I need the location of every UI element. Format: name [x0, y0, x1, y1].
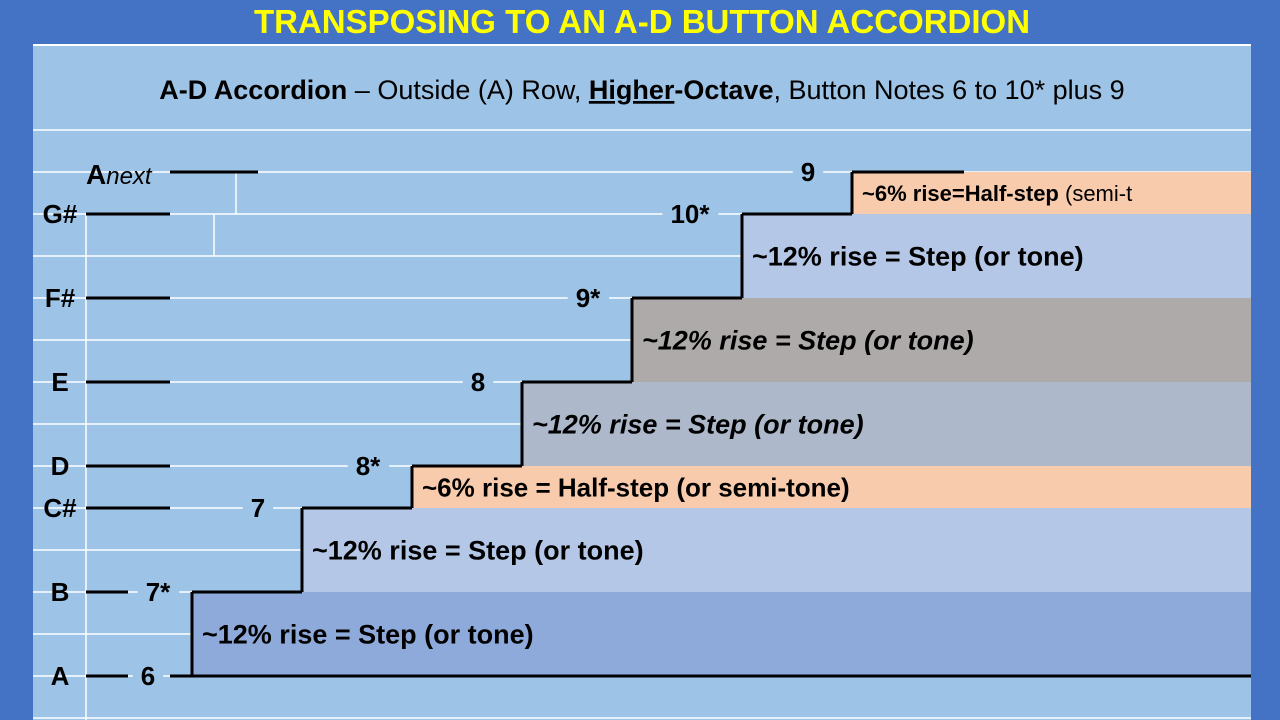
page-title: TRANSPOSING TO AN A-D BUTTON ACCORDION	[254, 3, 1030, 40]
note-label-letter: A	[86, 159, 106, 190]
button-number: 9*	[576, 283, 601, 313]
band-label-text: ~6% rise=Half-step	[862, 181, 1059, 206]
label-backdrop	[662, 203, 719, 227]
subtitle-part2: , Button Notes 6 to 10* plus 9	[773, 75, 1124, 105]
subtitle-underlined: Higher	[589, 75, 675, 105]
note-label: F#	[45, 283, 76, 313]
staircase	[86, 170, 1251, 678]
band-step	[522, 382, 1251, 466]
note-label: B	[51, 577, 70, 607]
note-label: E	[51, 367, 68, 397]
band-label: ~6% rise=Half-step (semi-t	[862, 181, 1132, 206]
band-label: ~12% rise = Step (or tone)	[752, 242, 1084, 272]
band-half-step	[852, 172, 1251, 214]
band-label-text: ~12% rise = Step (or tone)	[202, 620, 534, 650]
band-label-text: ~12% rise = Step (or tone)	[312, 536, 644, 566]
note-label: D	[51, 451, 70, 481]
note-label: A	[51, 661, 70, 691]
note-labels: A 6 B 7* C# 7 D 8* E 8 F# 9* G# 10* Anext 9	[43, 157, 824, 691]
label-backdrop	[792, 161, 824, 185]
band-step	[302, 508, 1251, 592]
band-label: ~12% rise = Step (or tone)	[642, 326, 974, 356]
subtitle-part1: – Outside (A) Row,	[347, 75, 589, 105]
label-backdrop	[462, 371, 494, 395]
band-label-suffix: (semi-t	[1059, 181, 1132, 206]
label-backdrop	[132, 665, 164, 689]
band-label: ~12% rise = Step (or tone)	[202, 620, 534, 650]
button-number: 8	[471, 367, 485, 397]
button-number: 10*	[670, 199, 710, 229]
subtitle-bold-mid: -Octave	[674, 75, 773, 105]
note-label-suffix: next	[106, 163, 153, 190]
subtitle: A-D Accordion – Outside (A) Row, Higher-…	[159, 75, 1124, 105]
label-backdrop	[137, 581, 180, 605]
button-number: 8*	[356, 451, 381, 481]
band-label: ~12% rise = Step (or tone)	[312, 536, 644, 566]
label-backdrop	[567, 287, 610, 311]
band-half-step	[412, 466, 1251, 508]
note-label: Anext	[86, 159, 153, 190]
band-label-text: ~12% rise = Step (or tone)	[752, 242, 1084, 272]
subtitle-bold-lead: A-D Accordion	[159, 75, 347, 105]
label-backdrop	[347, 455, 390, 479]
band-label-text: ~6% rise = Half-step (or semi-tone)	[422, 472, 850, 502]
band-step	[192, 592, 1251, 676]
title-bar	[33, 0, 1251, 44]
band-label: ~12% rise = Step (or tone)	[532, 410, 864, 440]
button-number: 7	[251, 493, 265, 523]
note-label: C#	[43, 493, 77, 523]
band-step	[742, 214, 1251, 298]
label-backdrop	[242, 497, 274, 521]
button-number: 9	[801, 157, 815, 187]
band-label-text: ~12% rise = Step (or tone)	[642, 326, 974, 356]
band-label: ~6% rise = Half-step (or semi-tone)	[422, 472, 850, 502]
note-label: G#	[43, 199, 78, 229]
step-bands: ~12% rise = Step (or tone) ~12% rise = St…	[192, 172, 1251, 676]
button-number: 7*	[146, 577, 171, 607]
button-number: 6	[141, 661, 155, 691]
band-step	[632, 298, 1251, 382]
band-label-text: ~12% rise = Step (or tone)	[532, 410, 864, 440]
